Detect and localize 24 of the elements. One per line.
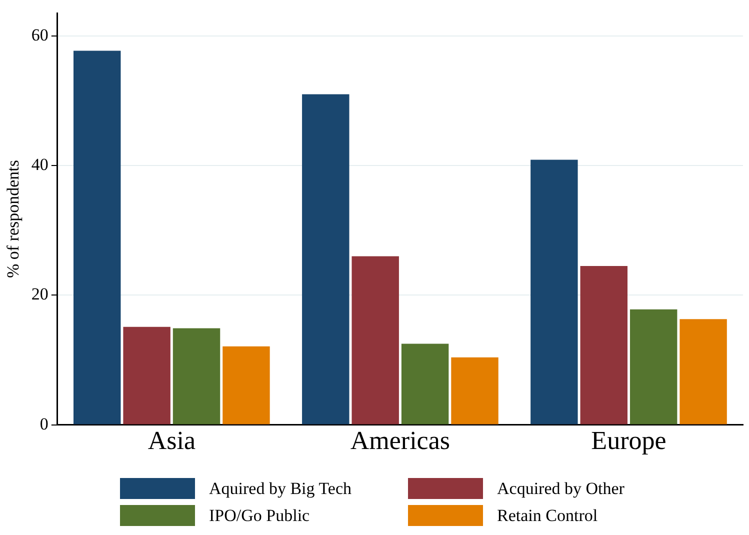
bar: [580, 266, 628, 424]
legend-label: Aquired by Big Tech: [209, 478, 352, 498]
bar: [222, 346, 270, 424]
y-tick-label: 20: [31, 284, 48, 304]
y-tick-label: 40: [31, 154, 48, 174]
x-tick-label: Asia: [148, 426, 196, 456]
x-tick-label: Europe: [591, 426, 666, 456]
bar: [451, 357, 498, 424]
legend-label: Retain Control: [497, 506, 598, 526]
bar: [352, 256, 399, 424]
legend-label: IPO/Go Public: [209, 506, 310, 526]
y-tick-label: 0: [40, 414, 48, 434]
bar: [680, 319, 727, 424]
x-tick-label: Americas: [350, 426, 450, 456]
y-tick-label: 60: [31, 25, 48, 44]
legend-label: Acquired by Other: [497, 478, 624, 498]
bar: [123, 326, 170, 424]
bar: [172, 328, 220, 424]
bar: [630, 309, 678, 424]
y-axis-title: % of respondents: [4, 160, 23, 278]
bar: [401, 344, 449, 424]
bar: [74, 50, 121, 424]
bar: [530, 160, 578, 424]
bar: [302, 94, 350, 424]
